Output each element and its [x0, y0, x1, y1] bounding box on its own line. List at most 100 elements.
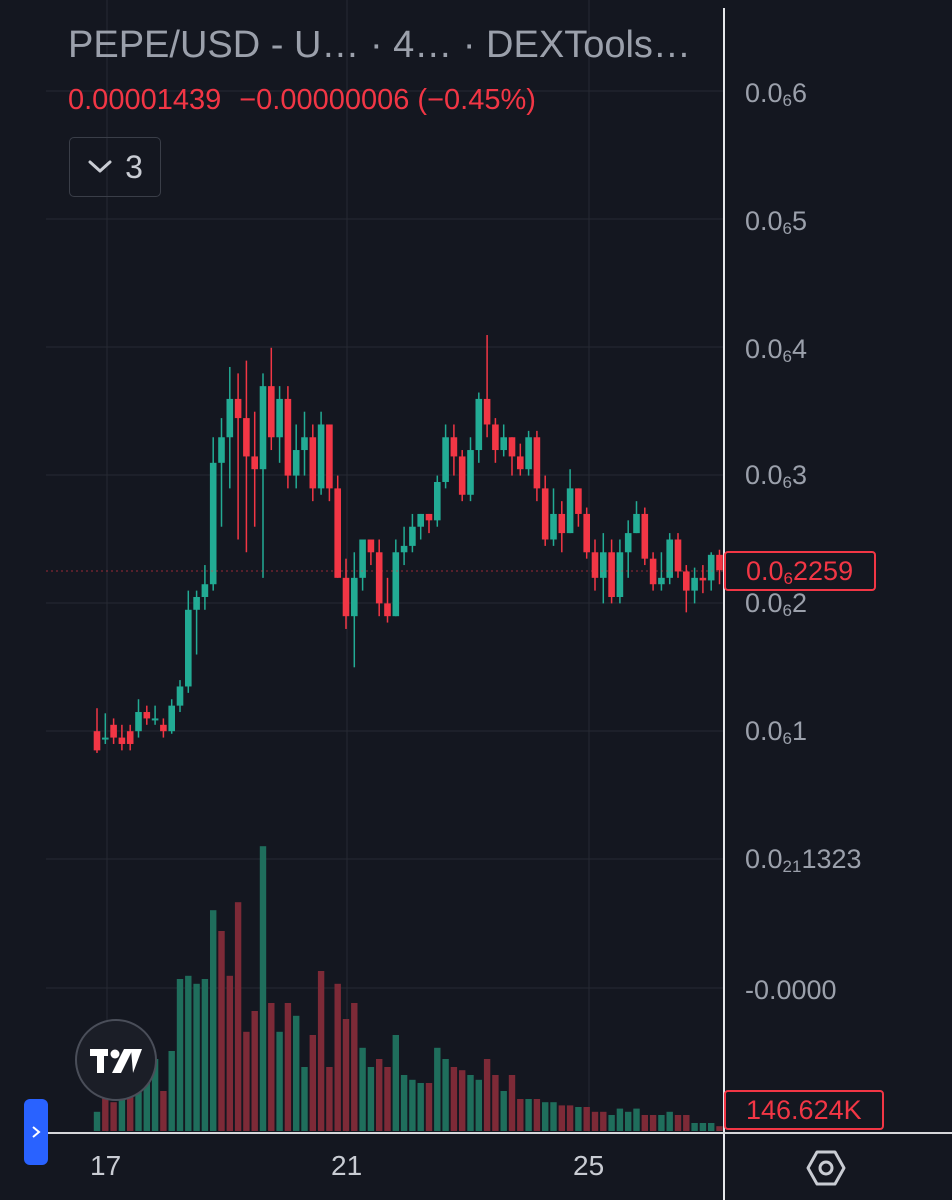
volume-bar-32 [359, 1047, 366, 1131]
candle-body-38 [409, 526, 416, 546]
candle-body-69 [666, 539, 673, 578]
price-axis-label-post: 6 [792, 78, 808, 108]
price-axis-label-sub: 21 [782, 857, 802, 876]
volume-bar-52 [525, 1099, 532, 1131]
volume-bar-21 [268, 1003, 275, 1131]
candle-body-44 [458, 456, 466, 495]
volume-bar-16 [226, 975, 233, 1131]
candle-body-28 [326, 424, 333, 489]
candle-body-70 [674, 539, 682, 572]
tradingview-logo[interactable] [75, 1019, 157, 1101]
candle-body-37 [400, 545, 408, 553]
candle-body-56 [558, 513, 566, 534]
volume-bar-54 [542, 1102, 549, 1131]
chart-grid [46, 0, 724, 1133]
chart-settings-button[interactable] [805, 1147, 847, 1189]
candle-body-46 [475, 398, 483, 451]
candle-body-53 [533, 437, 541, 489]
volume-bar-70 [674, 1115, 682, 1131]
indicators-toggle-button[interactable]: 3 [69, 137, 161, 197]
candle-body-18 [243, 418, 250, 457]
symbol-title[interactable]: PEPE/USD - U… · 4… · DEXTools… [68, 24, 691, 66]
candle-body-73 [699, 577, 707, 581]
volume-bar-40 [425, 1083, 433, 1131]
price-axis-label: 0.0211323 [745, 844, 862, 877]
volume-bar-13 [201, 979, 209, 1131]
candle-body-2 [110, 724, 117, 738]
candle-body-40 [425, 513, 433, 521]
volume-bar-1 [102, 1095, 109, 1131]
volume-bar-4 [127, 1091, 134, 1131]
candle-body-49 [500, 437, 507, 451]
price-axis-label-pre: 0.0 [745, 716, 783, 746]
candle-body-7 [151, 718, 159, 721]
candle-body-61 [600, 552, 607, 578]
time-label-21: 21 [331, 1150, 363, 1181]
side-panel-toggle[interactable] [24, 1099, 48, 1165]
candle-body-11 [185, 609, 192, 687]
volume-bar-56 [558, 1105, 565, 1131]
candle-body-29 [334, 488, 341, 578]
price-axis-label-pre: -0.0000 [745, 975, 837, 1005]
candle-body-1 [102, 737, 109, 740]
price-axis-label-post: 5 [792, 206, 808, 236]
candle-body-32 [359, 539, 366, 578]
volume-bar-10 [176, 979, 184, 1131]
volume-bar-55 [550, 1102, 557, 1131]
candle-body-13 [201, 584, 209, 598]
indicators-count: 3 [125, 148, 143, 185]
candle-body-47 [483, 398, 491, 425]
candle-body-59 [583, 513, 590, 553]
price-axis-label-post: 3 [792, 460, 808, 490]
volume-bar-23 [284, 1003, 292, 1131]
candle-body-67 [649, 558, 657, 585]
current-price-tag: 0.062259 [724, 551, 876, 591]
volume-bar-39 [417, 1083, 424, 1131]
volume-bar-61 [600, 1111, 607, 1131]
price-axis-label: -0.0000 [745, 975, 837, 1006]
volume-bar-25 [301, 1067, 308, 1131]
volume-bar-58 [575, 1107, 582, 1131]
volume-bar-6 [143, 1067, 150, 1131]
candle-body-4 [126, 731, 134, 744]
candle-body-15 [218, 437, 225, 463]
candle-body-71 [683, 571, 690, 591]
volume-bar-50 [508, 1075, 516, 1131]
volume-bar-75 [716, 1126, 723, 1131]
volume-bar-67 [649, 1115, 657, 1131]
volume-bar-72 [691, 1123, 698, 1131]
candle-body-48 [492, 424, 499, 451]
candle-body-17 [234, 398, 242, 419]
candle-body-55 [550, 513, 557, 540]
volume-bar-64 [625, 1111, 632, 1131]
volume-bar-60 [591, 1111, 599, 1131]
volume-bar-12 [193, 983, 200, 1131]
volume-tag: 146.624K [724, 1090, 884, 1130]
volume-bar-49 [500, 1091, 507, 1131]
volume-bar-62 [608, 1115, 615, 1131]
volume-bar-15 [218, 931, 225, 1131]
volume-bar-59 [583, 1107, 590, 1131]
volume-bar-51 [517, 1099, 524, 1131]
price-change: −0.00000006 (−0.45%) [239, 84, 536, 116]
current-price-pre: 0.0 [746, 556, 784, 586]
volume-bar-68 [658, 1115, 665, 1131]
tradingview-logo-icon [90, 1049, 142, 1073]
price-axis-label-pre: 0.0 [745, 78, 783, 108]
candle-body-42 [442, 437, 449, 482]
candle-body-5 [135, 712, 142, 732]
candle-body-16 [226, 398, 234, 438]
candle-body-60 [591, 552, 599, 578]
price-axis-label-post: 1323 [801, 844, 862, 874]
volume-bar-37 [400, 1075, 408, 1131]
volume-bar-57 [566, 1105, 574, 1131]
volume-bar-45 [467, 1075, 474, 1131]
candle-body-36 [392, 552, 400, 617]
volume-bar-2 [110, 1102, 117, 1131]
price-axis-label: 0.064 [745, 334, 807, 367]
candle-body-10 [176, 686, 184, 706]
candle-body-75 [716, 554, 723, 571]
volume-bar-0 [93, 1111, 101, 1131]
